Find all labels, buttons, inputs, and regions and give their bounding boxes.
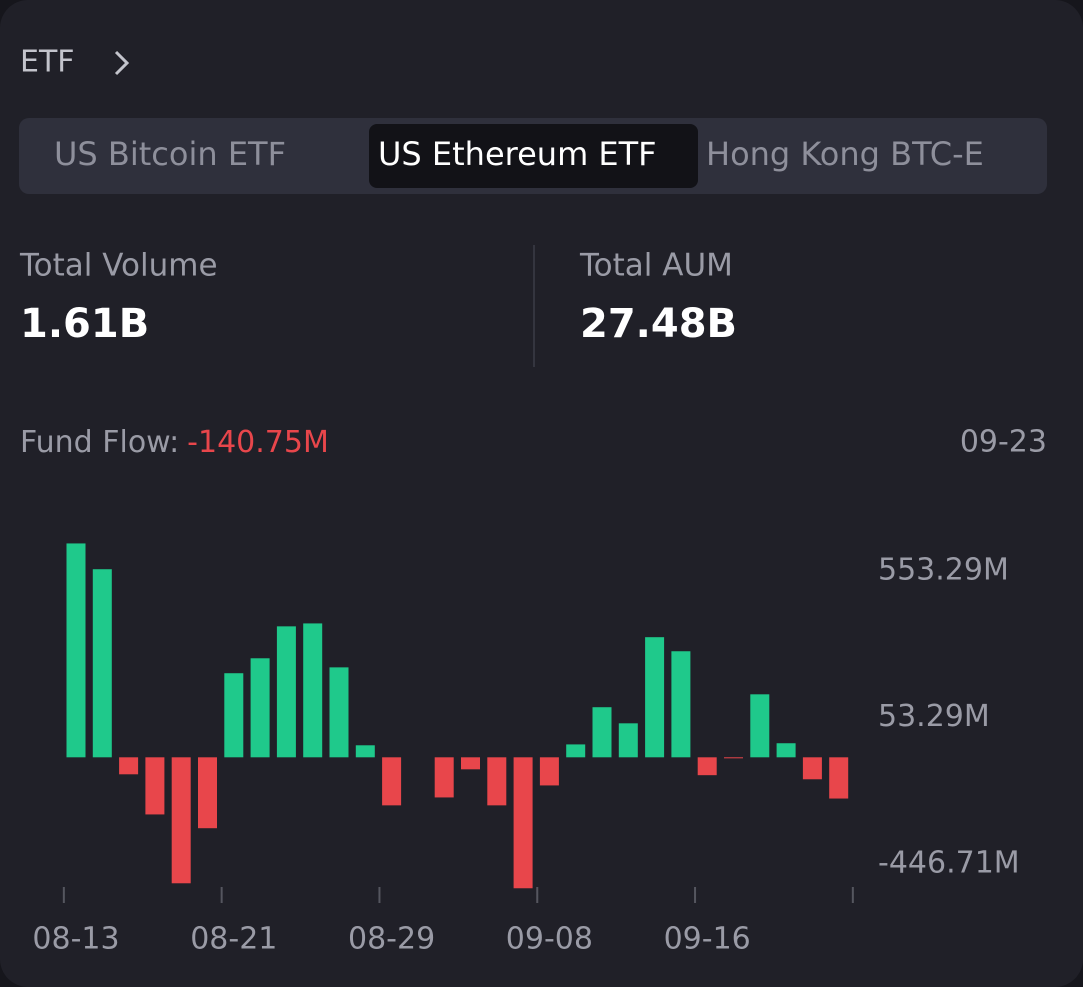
bar — [303, 623, 323, 758]
fund-flow-value: -140.75M — [187, 425, 329, 460]
x-tick-label: 08-29 — [348, 922, 435, 957]
tab-label[interactable]: US Bitcoin ETF — [54, 135, 286, 173]
bar — [487, 757, 507, 806]
bar — [829, 757, 849, 799]
y-tick-label: -446.71M — [878, 846, 1020, 881]
stat-label: Total AUM — [579, 248, 733, 284]
bar — [750, 694, 770, 758]
bar — [671, 651, 691, 758]
tab-bar: US Bitcoin ETF US Ethereum ETF Hong Kong B… — [19, 118, 1047, 194]
bar — [119, 757, 139, 775]
x-tick-label: 08-13 — [32, 922, 119, 957]
stat-label: Total Volume — [19, 248, 218, 284]
bar — [592, 707, 612, 758]
bar — [171, 757, 191, 884]
bar — [276, 626, 296, 758]
bar — [645, 637, 665, 758]
bar — [724, 757, 743, 759]
fund-flow-chart: 553.29M 53.29M -446.71M 08-13 08-21 08-29 09-0… — [32, 543, 1020, 957]
bar — [697, 757, 717, 776]
bar — [539, 757, 559, 786]
stat-value: 1.61B — [20, 301, 149, 347]
x-tick-label: 09-08 — [506, 922, 593, 957]
bar — [513, 757, 533, 889]
chevron-icon[interactable] — [114, 50, 130, 76]
bar — [355, 745, 375, 758]
bar — [198, 757, 217, 829]
bar — [250, 658, 270, 758]
bar — [776, 743, 796, 758]
fund-flow-label: Fund Flow: — [20, 425, 179, 460]
bar — [382, 757, 402, 806]
fund-flow: Fund Flow: -140.75M — [20, 425, 329, 460]
bar — [461, 757, 480, 770]
bar — [566, 744, 586, 758]
tab-label[interactable]: Hong Kong BTC-E — [706, 135, 984, 173]
bar — [224, 673, 244, 758]
stats: Total Volume 1.61B Total AUM 27.48B — [19, 248, 737, 348]
y-tick-label: 53.29M — [878, 699, 990, 734]
bar — [66, 543, 86, 758]
header-title[interactable]: ETF — [20, 45, 75, 80]
x-tick-label: 08-21 — [190, 922, 277, 957]
stat-value: 27.48B — [580, 301, 737, 347]
bar — [92, 569, 112, 758]
tab-label[interactable]: US Ethereum ETF — [378, 135, 657, 173]
active-tab[interactable] — [369, 124, 698, 188]
bar — [145, 757, 165, 815]
selected-date: 09-23 — [960, 425, 1047, 460]
x-tick-label: 09-16 — [664, 922, 751, 957]
bar — [618, 723, 638, 758]
bar — [329, 667, 349, 758]
bar — [434, 757, 454, 798]
y-tick-label: 553.29M — [878, 553, 1009, 588]
bar — [802, 757, 822, 780]
